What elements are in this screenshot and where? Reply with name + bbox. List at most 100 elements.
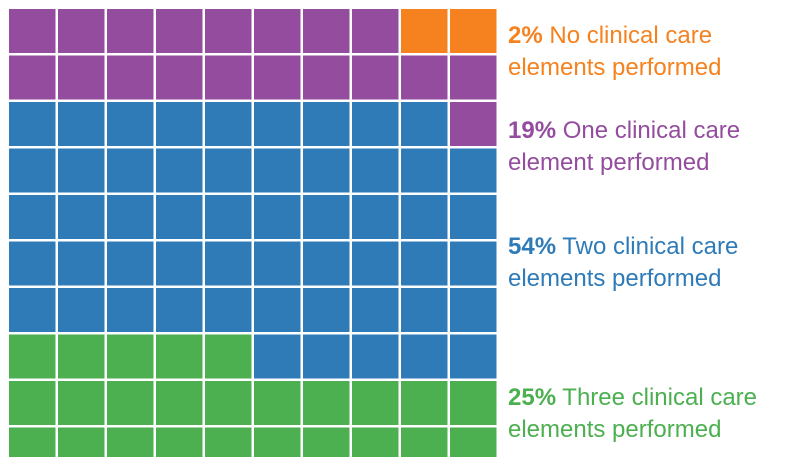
waffle-cell-two-elements bbox=[107, 102, 154, 146]
waffle-cell-two-elements bbox=[254, 241, 301, 286]
waffle-cell-two-elements bbox=[401, 288, 448, 332]
waffle-cell-two-elements bbox=[352, 195, 399, 239]
legend-three-elements-percent: 25% bbox=[508, 384, 557, 411]
legend-two-elements-line1: 54% Two clinical care bbox=[508, 231, 793, 263]
waffle-cell-three-elements bbox=[58, 427, 105, 457]
legend-no-elements-text: No clinical care bbox=[549, 22, 713, 49]
waffle-cell-one-element bbox=[401, 55, 448, 100]
waffle-cell-two-elements bbox=[107, 195, 154, 239]
waffle-cell-three-elements bbox=[107, 427, 154, 457]
waffle-cell-one-element bbox=[156, 55, 203, 100]
legend-two-elements-line2: elements performed bbox=[508, 265, 722, 292]
waffle-cell-three-elements bbox=[401, 381, 448, 425]
waffle-cell-two-elements bbox=[303, 241, 350, 286]
waffle-cell-two-elements bbox=[303, 288, 350, 332]
waffle-cell-three-elements bbox=[107, 334, 154, 379]
waffle-cell-one-element bbox=[9, 55, 56, 100]
waffle-cell-one-element bbox=[254, 9, 301, 53]
waffle-cell-three-elements bbox=[58, 334, 105, 379]
waffle-cell-three-elements bbox=[352, 427, 399, 457]
legend-one-element-text: One clinical care bbox=[562, 117, 741, 144]
waffle-cell-two-elements bbox=[303, 195, 350, 239]
waffle-cell-one-element bbox=[58, 55, 105, 100]
waffle-cell-two-elements bbox=[450, 241, 497, 286]
waffle-cell-two-elements bbox=[303, 148, 350, 193]
waffle-cell-two-elements bbox=[352, 288, 399, 332]
waffle-cell-two-elements bbox=[303, 102, 350, 146]
waffle-cell-two-elements bbox=[58, 195, 105, 239]
legend-no-elements: 2% No clinical care elements performed bbox=[508, 20, 793, 84]
waffle-cell-one-element bbox=[205, 9, 252, 53]
waffle-cell-three-elements bbox=[205, 381, 252, 425]
waffle-cell-two-elements bbox=[401, 195, 448, 239]
waffle-cell-three-elements bbox=[352, 381, 399, 425]
waffle-cell-two-elements bbox=[9, 241, 56, 286]
waffle-cell-two-elements bbox=[254, 288, 301, 332]
waffle-cell-two-elements bbox=[205, 148, 252, 193]
waffle-cell-two-elements bbox=[156, 148, 203, 193]
waffle-cell-no-elements bbox=[450, 9, 497, 53]
legend-three-elements-text: Three clinical care bbox=[562, 384, 758, 411]
waffle-cell-two-elements bbox=[205, 102, 252, 146]
waffle-cell-two-elements bbox=[352, 241, 399, 286]
waffle-cell-three-elements bbox=[58, 381, 105, 425]
waffle-cell-one-element bbox=[9, 9, 56, 53]
waffle-cell-two-elements bbox=[205, 241, 252, 286]
waffle-cell-one-element bbox=[205, 55, 252, 100]
waffle-cell-three-elements bbox=[205, 334, 252, 379]
waffle-cell-one-element bbox=[156, 9, 203, 53]
waffle-cell-two-elements bbox=[352, 334, 399, 379]
legend-no-elements-line1: 2% No clinical care bbox=[508, 20, 793, 52]
waffle-cell-three-elements bbox=[156, 381, 203, 425]
legend-two-elements-text: Two clinical care bbox=[562, 233, 739, 260]
waffle-cell-two-elements bbox=[401, 241, 448, 286]
waffle-cell-one-element bbox=[107, 55, 154, 100]
waffle-cell-two-elements bbox=[254, 195, 301, 239]
waffle-cell-two-elements bbox=[254, 334, 301, 379]
waffle-cell-two-elements bbox=[156, 241, 203, 286]
legend-one-element-percent: 19% bbox=[508, 117, 557, 144]
waffle-cell-two-elements bbox=[450, 288, 497, 332]
waffle-cell-two-elements bbox=[107, 148, 154, 193]
waffle-cell-two-elements bbox=[58, 288, 105, 332]
legend-two-elements-percent: 54% bbox=[508, 233, 557, 260]
waffle-cell-three-elements bbox=[303, 381, 350, 425]
waffle-cell-two-elements bbox=[58, 241, 105, 286]
waffle-chart bbox=[9, 9, 497, 457]
legend-three-elements-line1: 25% Three clinical care bbox=[508, 382, 793, 414]
waffle-cell-two-elements bbox=[9, 102, 56, 146]
legend-one-element-line1: 19% One clinical care bbox=[508, 115, 793, 147]
waffle-cell-one-element bbox=[352, 55, 399, 100]
legend-one-element: 19% One clinical care element performed bbox=[508, 115, 793, 179]
waffle-cell-two-elements bbox=[401, 102, 448, 146]
legend-two-elements: 54% Two clinical care elements performed bbox=[508, 231, 793, 295]
waffle-cell-two-elements bbox=[107, 241, 154, 286]
waffle-cell-three-elements bbox=[254, 381, 301, 425]
waffle-cell-two-elements bbox=[450, 334, 497, 379]
waffle-cell-two-elements bbox=[9, 195, 56, 239]
waffle-cell-one-element bbox=[254, 55, 301, 100]
waffle-cell-two-elements bbox=[205, 195, 252, 239]
waffle-cell-two-elements bbox=[450, 148, 497, 193]
waffle-cell-three-elements bbox=[156, 427, 203, 457]
waffle-cell-two-elements bbox=[254, 148, 301, 193]
legend-no-elements-line2: elements performed bbox=[508, 54, 722, 81]
waffle-cell-two-elements bbox=[303, 334, 350, 379]
waffle-cell-two-elements bbox=[58, 148, 105, 193]
waffle-cell-three-elements bbox=[9, 381, 56, 425]
waffle-cell-two-elements bbox=[156, 102, 203, 146]
waffle-cell-one-element bbox=[303, 9, 350, 53]
waffle-cell-two-elements bbox=[156, 288, 203, 332]
waffle-cell-three-elements bbox=[303, 427, 350, 457]
waffle-cell-three-elements bbox=[205, 427, 252, 457]
waffle-cell-one-element bbox=[352, 9, 399, 53]
waffle-cell-three-elements bbox=[450, 427, 497, 457]
waffle-cell-three-elements bbox=[156, 334, 203, 379]
waffle-cell-two-elements bbox=[9, 288, 56, 332]
waffle-cell-two-elements bbox=[156, 195, 203, 239]
waffle-cell-two-elements bbox=[9, 148, 56, 193]
waffle-cell-two-elements bbox=[352, 102, 399, 146]
waffle-cell-two-elements bbox=[205, 288, 252, 332]
waffle-cell-one-element bbox=[58, 9, 105, 53]
waffle-cell-one-element bbox=[450, 55, 497, 100]
